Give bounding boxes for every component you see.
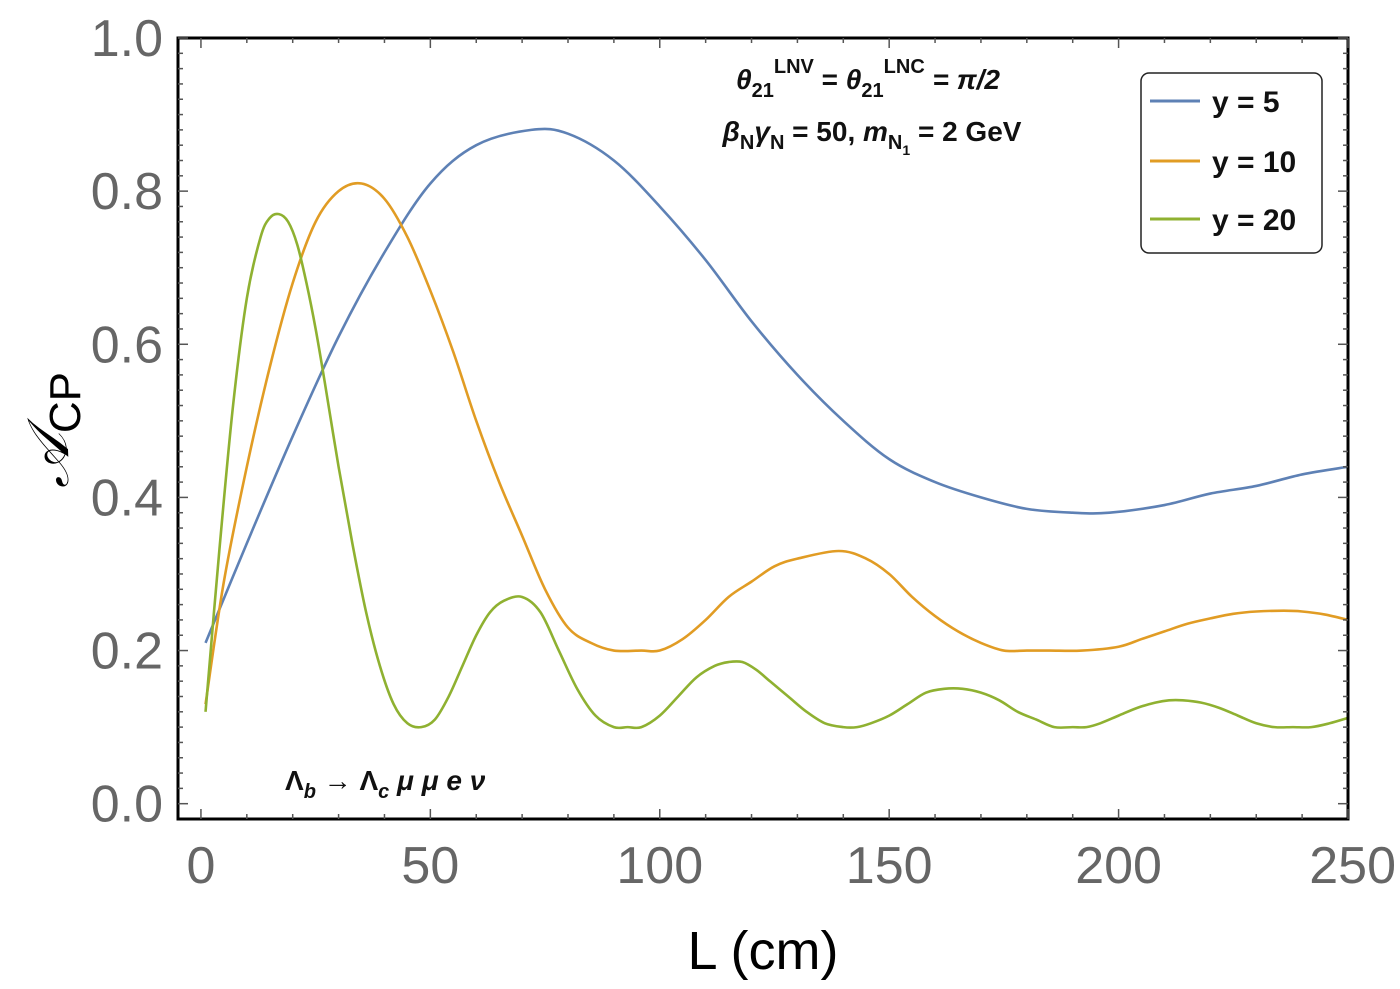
annot-m-subsub: 1 [902,142,910,158]
annot-mass: = 2 GeV [910,116,1022,147]
legend-label: y = 20 [1212,204,1296,237]
legend-label: y = 5 [1212,86,1280,119]
process-lambda-b: Λ [285,765,304,796]
legend-label: y = 10 [1212,146,1296,179]
x-axis-title: L (cm) [688,921,839,981]
y-tick-label: 0.4 [91,469,163,527]
annot-rhs: = π/2 [925,64,1001,95]
annot-theta2: θ [846,64,862,95]
legend: y = 5 y = 10 y = 20 [1140,72,1323,254]
annot-m: m [863,116,888,147]
x-tick-label: 100 [616,837,703,895]
annot-gamma-sub: N [770,132,784,154]
legend-box [1140,72,1323,254]
annot-theta2-sup: LNC [884,56,925,78]
annotation-boost-mass: βNγN = 50, mN1 = 2 GeV [722,116,1022,158]
y-tick-label: 0.8 [91,163,163,221]
x-tick-labels: 0 50 100 150 200 250 [186,837,1396,895]
annot-m-sub: N [888,132,902,154]
y-tick-labels: 0.0 0.2 0.4 0.6 0.8 1.0 [91,10,163,834]
process-lambda-c-sub: c [378,781,389,803]
y-tick-label: 0.6 [91,316,163,374]
series-line [204,181,1349,705]
y-tick-label: 0.0 [91,776,163,834]
annot-mid: = 50, [784,116,863,147]
y-tick-label: 1.0 [91,10,163,68]
annotation-process: Λb → Λc μ μ e ν [285,765,486,803]
annot-beta: β [722,116,740,147]
plot-frame [176,36,1350,821]
annot-theta-sup: LNV [774,56,815,78]
annot-theta: θ [736,64,752,95]
annotation-mixing-angles: θ21LNV = θ21LNC = π/2 [736,56,1000,102]
annot-eq: = [814,64,846,95]
series-lines [204,127,1349,730]
annot-theta-sub: 21 [752,80,774,102]
x-tick-label: 250 [1309,837,1396,895]
annot-theta2-sub: 21 [861,80,883,102]
axis-ticks [178,37,1349,819]
series-line [204,212,1349,730]
x-tick-label: 200 [1075,837,1162,895]
process-lambda-c: Λ [359,765,378,796]
process-lambda-b-sub: b [304,781,316,803]
x-tick-label: 50 [401,837,459,895]
y-axis-title-sub: CP [41,372,90,433]
process-arrow: → [316,765,360,796]
annot-gamma: γ [754,116,771,147]
x-tick-label: 0 [186,837,215,895]
process-products: μ μ e ν [389,765,485,796]
y-tick-label: 0.2 [91,623,163,681]
x-tick-label: 150 [846,837,933,895]
series-line [204,127,1349,644]
annot-beta-sub: N [740,132,754,154]
